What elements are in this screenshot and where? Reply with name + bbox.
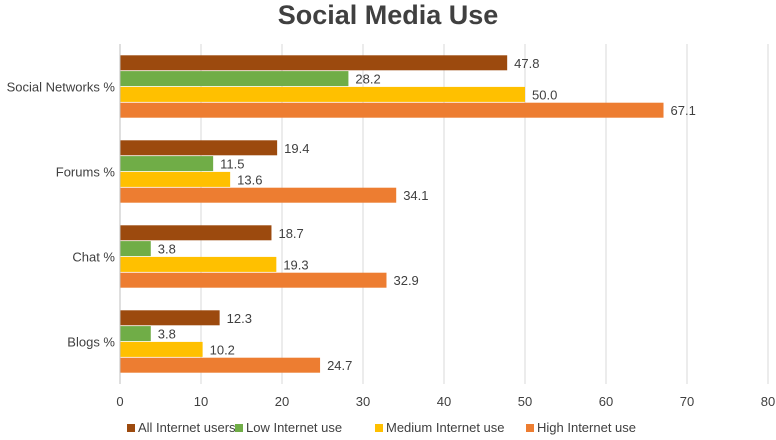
x-tick-label: 10 bbox=[194, 394, 208, 409]
bar bbox=[120, 102, 664, 118]
data-label: 10.2 bbox=[210, 342, 235, 357]
data-label: 19.4 bbox=[284, 141, 309, 156]
bar bbox=[120, 241, 151, 257]
x-tick-label: 70 bbox=[680, 394, 694, 409]
category-label: Blogs % bbox=[67, 335, 115, 350]
data-label: 24.7 bbox=[327, 358, 352, 373]
legend-label: Low Internet use bbox=[246, 420, 342, 435]
legend-swatch bbox=[526, 424, 534, 432]
data-label: 11.5 bbox=[220, 157, 244, 172]
x-tick-label: 30 bbox=[356, 394, 370, 409]
data-label: 47.8 bbox=[514, 56, 539, 71]
bar bbox=[120, 272, 387, 288]
bar bbox=[120, 171, 231, 187]
legend-swatch bbox=[375, 424, 383, 432]
bar bbox=[120, 187, 397, 203]
category-label: Social Networks % bbox=[7, 80, 116, 95]
data-label: 13.6 bbox=[237, 172, 262, 187]
data-label: 32.9 bbox=[393, 273, 418, 288]
x-tick-label: 0 bbox=[116, 394, 123, 409]
data-label: 67.1 bbox=[671, 103, 696, 118]
bar bbox=[120, 71, 349, 87]
data-label: 3.8 bbox=[158, 242, 176, 257]
chart-title: Social Media Use bbox=[277, 0, 499, 30]
bar bbox=[120, 326, 151, 342]
data-label: 50.0 bbox=[532, 87, 557, 102]
legend-swatch bbox=[235, 424, 243, 432]
legend-swatch bbox=[127, 424, 135, 432]
data-label: 19.3 bbox=[283, 257, 308, 272]
data-label: 18.7 bbox=[278, 226, 303, 241]
legend-label: Medium Internet use bbox=[386, 420, 505, 435]
category-label: Chat % bbox=[72, 250, 115, 265]
legend-label: All Internet users bbox=[138, 420, 236, 435]
bar bbox=[120, 86, 525, 102]
bar bbox=[120, 256, 277, 272]
x-tick-label: 60 bbox=[599, 394, 613, 409]
data-label: 12.3 bbox=[227, 311, 252, 326]
bar bbox=[120, 140, 278, 156]
x-tick-label: 50 bbox=[518, 394, 532, 409]
bar bbox=[120, 156, 214, 172]
bar bbox=[120, 310, 220, 326]
category-label: Forums % bbox=[56, 165, 116, 180]
legend-label: High Internet use bbox=[537, 420, 636, 435]
x-tick-label: 20 bbox=[275, 394, 289, 409]
data-label: 34.1 bbox=[403, 188, 428, 203]
bar bbox=[120, 341, 203, 357]
bar bbox=[120, 225, 272, 241]
bar bbox=[120, 357, 321, 373]
x-tick-label: 80 bbox=[761, 394, 775, 409]
x-tick-label: 40 bbox=[437, 394, 451, 409]
data-label: 28.2 bbox=[355, 72, 380, 87]
bar bbox=[120, 55, 508, 71]
data-label: 3.8 bbox=[158, 327, 176, 342]
